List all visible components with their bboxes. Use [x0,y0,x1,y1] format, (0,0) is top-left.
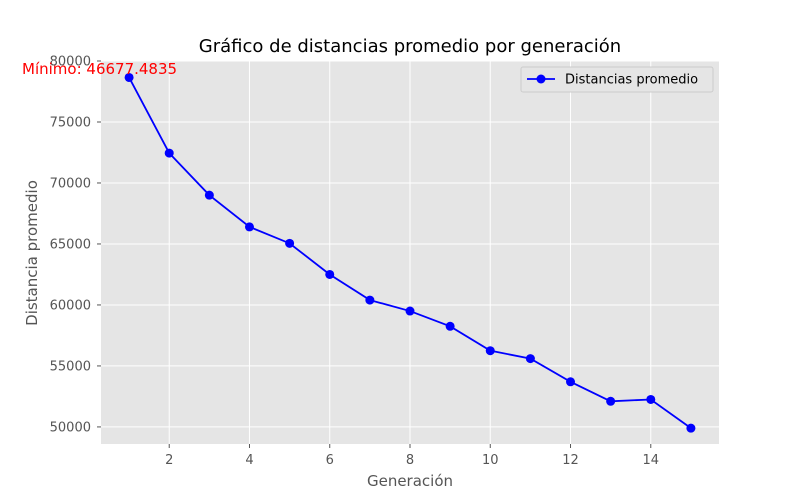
data-point [485,346,495,356]
legend-label: Distancias promedio [565,73,698,88]
y-tick-label: 50000 [50,420,91,435]
data-point [445,321,455,331]
x-tick-label: 8 [406,453,414,468]
data-point [646,394,656,404]
data-point [164,148,174,158]
data-point [124,72,134,82]
y-tick-label: 60000 [50,298,91,313]
legend-box [520,66,714,93]
data-point [405,306,415,316]
x-tick-label: 4 [245,453,253,468]
y-tick-label: 80000 [50,55,91,70]
x-tick-label: 2 [165,453,173,468]
data-point [606,396,616,406]
data-point [285,238,295,248]
x-tick-label: 14 [643,453,660,468]
data-point [566,377,576,387]
x-tick-label: 12 [562,453,579,468]
y-tick-label: 65000 [50,237,91,252]
data-point [204,190,214,200]
data-point [686,423,696,433]
legend-marker [536,74,546,84]
y-tick-label: 70000 [50,176,91,191]
chart-title: Gráfico de distancias promedio por gener… [199,36,621,57]
y-tick-label: 75000 [50,115,91,130]
axis-ticks: 2 4 6 8 10 12 14 50000 55000 60000 65000 70000 75000… [50,55,659,469]
legend: Distancias promedio [520,66,714,93]
x-tick-label: 10 [482,453,499,468]
x-axis-label: Generación [367,472,453,490]
grid-lines [101,60,719,444]
minimum-annotation: Mínimo: 46677.4835 [22,60,177,78]
data-point [525,354,535,364]
data-point [365,295,375,305]
x-tick-label: 6 [326,453,334,468]
data-point [244,222,254,232]
y-tick-label: 55000 [50,359,91,374]
data-series [124,72,696,433]
y-axis-label: Distancia promedio [23,180,41,326]
data-point [325,269,335,279]
